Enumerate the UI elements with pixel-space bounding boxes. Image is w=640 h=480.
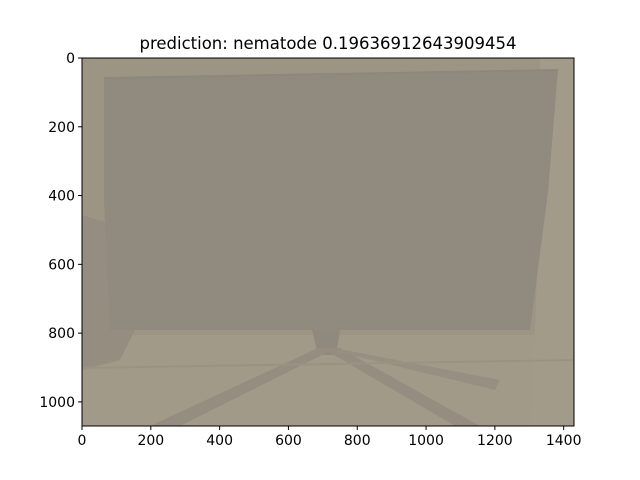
y-tick-label: 1000 xyxy=(39,395,75,411)
x-axis: 0 200 400 600 800 1000 1200 1400 xyxy=(78,426,582,449)
y-tick-label: 400 xyxy=(48,189,75,205)
x-tick-label: 200 xyxy=(137,433,164,449)
x-tick-label: 1200 xyxy=(477,433,513,449)
photo-image xyxy=(82,58,574,426)
x-tick-label: 1000 xyxy=(408,433,444,449)
y-tick-label: 600 xyxy=(48,257,75,273)
x-tick-label: 0 xyxy=(78,433,87,449)
y-tick-label: 0 xyxy=(66,51,75,67)
x-tick-label: 800 xyxy=(344,433,371,449)
axes-frame xyxy=(81,57,575,427)
x-tick-label: 600 xyxy=(275,433,302,449)
x-tick-label: 1400 xyxy=(546,433,582,449)
y-axis: 0 200 400 600 800 1000 xyxy=(39,51,82,411)
x-tick-label: 400 xyxy=(206,433,233,449)
y-tick-label: 800 xyxy=(48,326,75,342)
figure-title: prediction: nematode 0.19636912643909454 xyxy=(139,34,516,53)
y-tick-label: 200 xyxy=(48,120,75,136)
